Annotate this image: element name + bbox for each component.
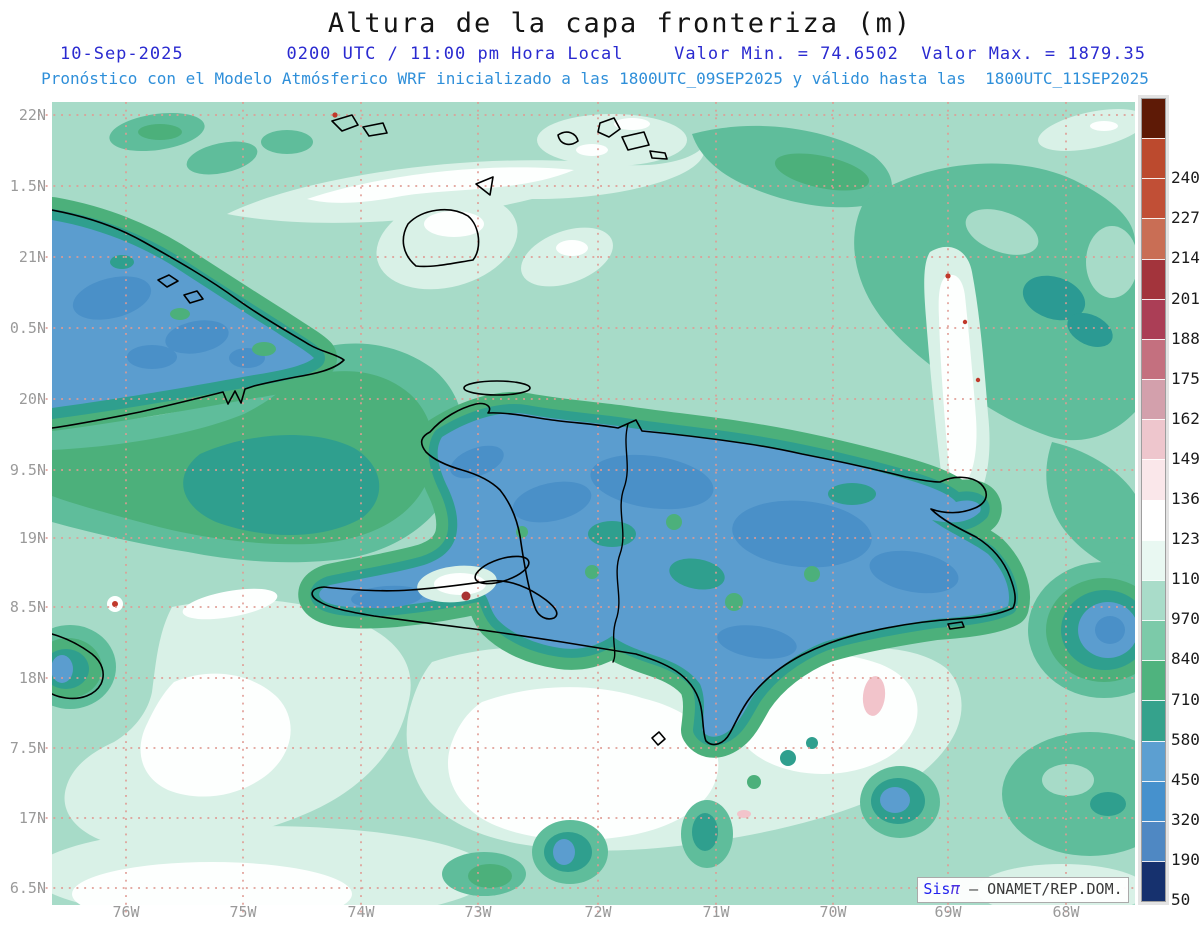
haiti-dr-border [612,423,629,663]
colorbar-scale [1141,98,1166,902]
lon-label-74W: 74W [347,903,375,921]
lon-label-75W: 75W [229,903,257,921]
lat-label-19N: 19N [18,529,46,547]
lat-label-1.5N: 1.5N [9,177,46,195]
colorbar-label-1360: 1360 [1171,489,1200,508]
colorbar-segment-970 [1142,579,1165,621]
colorbar-segment-2270 [1142,178,1165,219]
colorbar-label-2400: 2400 [1171,168,1200,188]
colorbar-label-1620: 1620 [1171,408,1200,428]
colorbar-label-840: 840 [1171,649,1200,669]
mayaguana-outline [331,114,388,137]
little-inagua-outline [475,176,494,196]
lon-label-76W: 76W [112,903,140,921]
model-init-line: Pronóstico con el Modelo Atmósferico WRF… [41,69,1149,88]
lat-label-6.5N: 6.5N [9,879,46,897]
pink-contour-patch [862,676,886,716]
lat-label-0.5N: 0.5N [9,319,46,337]
lat-label-17N: 17N [18,809,46,827]
colorbar-segment-1100 [1142,539,1165,580]
right-edge-low-pbl-blob [1028,562,1135,698]
beata-island-outline [651,731,666,746]
cuba-coastline [52,209,345,429]
colorbar-segment-1230 [1142,499,1165,540]
colorbar-label-450: 450 [1171,769,1200,789]
forecast-date: 10-Sep-2025 [60,44,184,64]
colorbar-label-1230: 1230 [1171,529,1200,549]
lon-label-72W: 72W [584,903,612,921]
watermark-badge: Sisπ — ONAMET/REP.DOM. [917,877,1129,903]
colorbar-segment-1880 [1142,298,1165,339]
colorbar-label-1100: 1100 [1171,569,1200,589]
lat-label-7.5N: 7.5N [9,739,46,757]
caicos-islands-outline [557,117,668,160]
colorbar-segment-1490 [1142,419,1165,460]
colorbar-segment-320 [1142,780,1165,821]
lon-label-69W: 69W [934,903,962,921]
value-min-max: Valor Min. = 74.6502 Valor Max. = 1879.3… [674,44,1146,64]
colorbar-segment-1620 [1142,379,1165,420]
colorbar-label-1880: 1880 [1171,328,1200,348]
lat-label-18N: 18N [18,669,46,687]
lon-label-73W: 73W [464,903,492,921]
colorbar-label-710: 710 [1171,689,1200,709]
colorbar-segment-840 [1142,620,1165,661]
forecast-time: 0200 UTC / 11:00 pm Hora Local [286,44,624,64]
colorbar-segment-50 [1142,860,1165,902]
hispaniola-coastline [311,402,1016,746]
jamaica-coastline [52,633,104,700]
colorbar-label-580: 580 [1171,729,1200,749]
lat-label-20N: 20N [18,390,46,408]
colorbar-segment-190 [1142,820,1165,861]
colorbar-segment-450 [1142,740,1165,781]
gonave-island-outline [474,555,530,585]
lon-label-71W: 71W [702,903,730,921]
lat-label-22N: 22N [18,106,46,124]
colorbar-segment-710 [1142,660,1165,701]
colorbar-label-970: 970 [1171,609,1200,629]
colorbar-label-190: 190 [1171,849,1200,869]
coastlines [52,114,1016,746]
colorbar-segment-580 [1142,700,1165,741]
watermark-pi-icon: π [950,879,961,898]
great-inagua-outline [402,209,480,268]
tortuga-island-outline [463,380,531,396]
colorbar-label-2140: 2140 [1171,248,1200,268]
colorbar-label-1750: 1750 [1171,368,1200,388]
page-title: Altura de la capa fronteriza (m) [327,8,913,39]
colorbar-segment-top [1142,99,1165,139]
map-canvas [38,102,1135,913]
cuba-cays [157,274,204,304]
colorbar-label-1490: 1490 [1171,448,1200,468]
lat-label-21N: 21N [18,248,46,266]
watermark-org: — ONAMET/REP.DOM. [960,880,1123,898]
lat-lon-gridlines [38,102,1135,913]
lon-label-68W: 68W [1052,903,1080,921]
colorbar-label-320: 320 [1171,809,1200,829]
lat-label-9.5N: 9.5N [9,461,46,479]
contour-fill-regions [52,102,1135,905]
watermark-sis: Sis [923,880,951,898]
colorbar-segment-2400 [1142,138,1165,179]
colorbar-label-2010: 2010 [1171,288,1200,308]
saona-island-outline [947,621,965,630]
colorbar-label-50: 50 [1171,890,1191,909]
jamaica-fill [52,625,116,709]
colorbar-segment-2140 [1142,218,1165,259]
colorbar-label-2270: 2270 [1171,208,1200,228]
cuba-fill [52,197,337,431]
lon-label-70W: 70W [819,903,847,921]
colorbar-segment-2010 [1142,258,1165,299]
colorbar-segment-1360 [1142,459,1165,500]
colorbar-segment-1750 [1142,338,1165,380]
red-peak-marker [461,591,471,601]
lat-label-8.5N: 8.5N [9,598,46,616]
